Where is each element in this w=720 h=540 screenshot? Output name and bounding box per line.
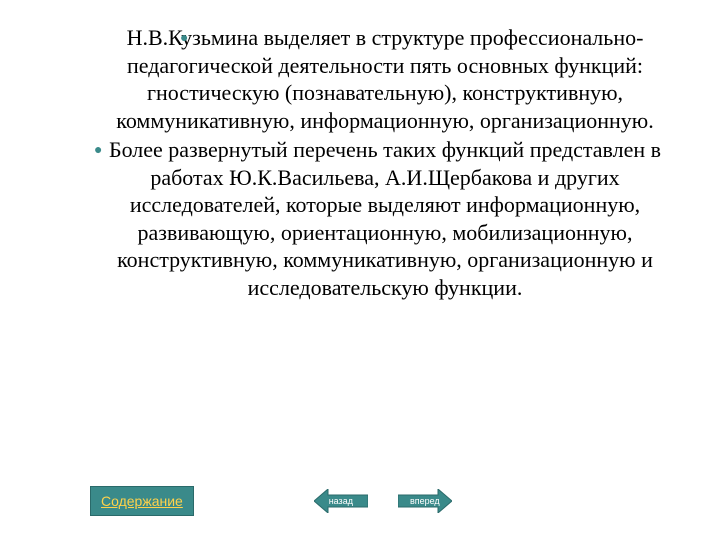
bullet-text-1: Н.В.Кузьмина выделяет в структуре профес… [116, 25, 653, 133]
forward-button[interactable]: вперед [398, 489, 452, 513]
toc-button[interactable]: Содержание [90, 486, 194, 516]
back-button[interactable]: назад [314, 489, 368, 513]
arrow-group: назад вперед [314, 489, 452, 513]
toc-label: Содержание [101, 493, 183, 509]
bullet-list: Н.В.Кузьмина выделяет в структуре профес… [90, 24, 680, 301]
content-area: Н.В.Кузьмина выделяет в структуре профес… [90, 10, 680, 301]
bullet-text-2: Более развернутый перечень таких функций… [109, 137, 661, 300]
forward-label: вперед [410, 496, 440, 506]
list-item: Более развернутый перечень таких функций… [90, 136, 680, 301]
nav-row: Содержание назад вперед [90, 486, 452, 516]
slide: Н.В.Кузьмина выделяет в структуре профес… [0, 0, 720, 540]
back-label: назад [329, 496, 353, 506]
list-item: Н.В.Кузьмина выделяет в структуре профес… [90, 24, 680, 134]
